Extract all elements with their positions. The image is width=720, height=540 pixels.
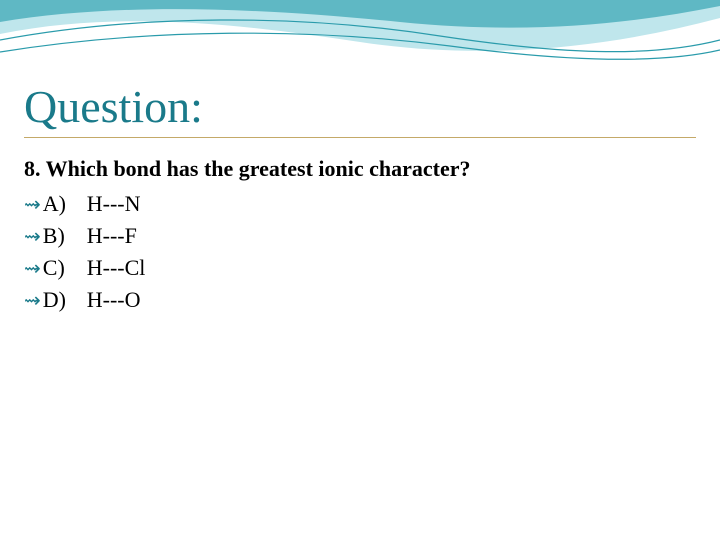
question-text: 8. Which bond has the greatest ionic cha… bbox=[24, 156, 696, 182]
option-label: C) bbox=[43, 252, 87, 284]
bullet-icon: ⇝ bbox=[24, 191, 41, 220]
bullet-icon: ⇝ bbox=[24, 255, 41, 284]
option-d: ⇝ D) H---O bbox=[24, 284, 696, 316]
option-text: H---N bbox=[87, 188, 141, 220]
option-b: ⇝ B) H---F bbox=[24, 220, 696, 252]
bullet-icon: ⇝ bbox=[24, 287, 41, 316]
option-c: ⇝ C) H---Cl bbox=[24, 252, 696, 284]
option-label: A) bbox=[43, 188, 87, 220]
option-a: ⇝ A) H---N bbox=[24, 188, 696, 220]
option-text: H---O bbox=[87, 284, 141, 316]
option-label: B) bbox=[43, 220, 87, 252]
option-text: H---Cl bbox=[87, 252, 146, 284]
option-label: D) bbox=[43, 284, 87, 316]
header-wave-decoration bbox=[0, 0, 720, 90]
title-underline bbox=[24, 137, 696, 138]
options-list: ⇝ A) H---N ⇝ B) H---F ⇝ C) H---Cl ⇝ D) H… bbox=[24, 188, 696, 316]
wave-svg bbox=[0, 0, 720, 90]
slide-content: Question: 8. Which bond has the greatest… bbox=[24, 80, 696, 316]
option-text: H---F bbox=[87, 220, 137, 252]
slide-title: Question: bbox=[24, 80, 696, 133]
bullet-icon: ⇝ bbox=[24, 223, 41, 252]
